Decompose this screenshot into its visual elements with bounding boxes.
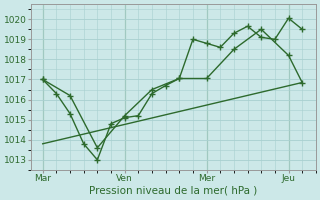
X-axis label: Pression niveau de la mer( hPa ): Pression niveau de la mer( hPa )	[90, 186, 258, 196]
